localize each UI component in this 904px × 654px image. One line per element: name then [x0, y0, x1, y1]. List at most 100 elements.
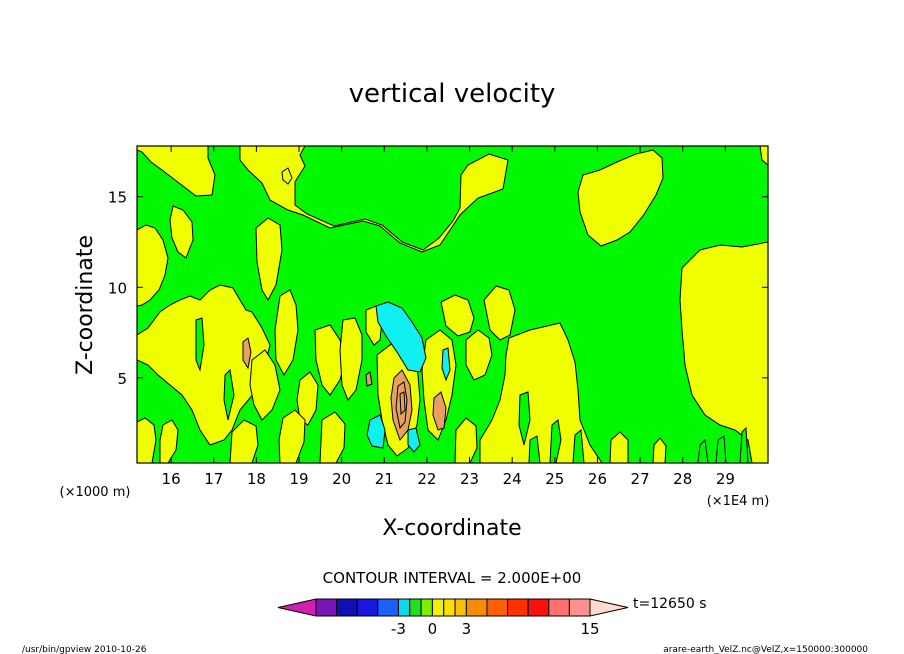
time-label: t=12650 s [633, 596, 707, 612]
colorbar-tick-label: -3 [391, 620, 406, 638]
contour-region [255, 217, 283, 302]
contour-region [339, 317, 363, 401]
colorbar-tick-label: 0 [428, 620, 438, 638]
y-tick-label: 5 [117, 370, 127, 388]
contour-region [375, 301, 427, 373]
contour-region [652, 437, 667, 463]
x-axis-label: X-coordinate [382, 516, 521, 541]
x-tick-label: 29 [716, 470, 735, 488]
colorbar-tick-label: 15 [580, 620, 599, 638]
contour-region [697, 438, 709, 463]
contour-region [454, 417, 478, 463]
colorbar-cell [548, 598, 570, 617]
contour-region [609, 431, 629, 463]
colorbar-tick-label: 3 [462, 620, 472, 638]
contour-region [137, 146, 216, 197]
x-tick-label: 25 [545, 470, 564, 488]
colorbar-cell [409, 598, 422, 617]
negative-inlets [195, 317, 749, 463]
colorbar-cell [397, 598, 411, 617]
y-axis-label: Z-coordinate [73, 235, 98, 375]
colorbar-cell [377, 598, 399, 617]
footer-left: /usr/bin/gpview 2010-10-26 [22, 645, 147, 654]
colorbar-cell [454, 598, 467, 617]
colorbar-cell [420, 598, 433, 617]
x-tick-label: 17 [204, 470, 223, 488]
colorbar-cell [465, 598, 488, 617]
contour-line [399, 391, 406, 416]
contour-region [169, 205, 194, 259]
x-tick-label: 19 [289, 470, 308, 488]
footer-right: arare-earth_VelZ.nc@VelZ,x=150000:300000 [663, 645, 868, 654]
contour-region [281, 167, 293, 185]
colorbar-ticks: -3 0 3 15 [391, 620, 600, 638]
contour-interval-text: CONTOUR INTERVAL = 2.000E+00 [323, 569, 582, 587]
positive-regions [137, 146, 768, 463]
x-tick-label: 18 [247, 470, 266, 488]
contour-region [440, 294, 475, 337]
contour-region [715, 435, 727, 463]
contour-region [366, 414, 386, 449]
contour-region [572, 429, 585, 463]
contour-region [242, 337, 252, 370]
contour-line [395, 381, 408, 430]
contour-region [407, 427, 421, 453]
colorbar-cell [315, 598, 338, 617]
inner-contour-lines [395, 381, 408, 430]
x-axis: 16 17 18 19 20 21 22 23 24 25 26 27 28 29 [162, 146, 735, 488]
x-tick-label: 26 [588, 470, 607, 488]
strong-updraft-regions [242, 337, 447, 442]
contour-region [465, 329, 493, 381]
x-tick-label: 20 [332, 470, 351, 488]
contour-region [229, 419, 259, 463]
colorbar-extend-high [589, 598, 629, 617]
plot-frame [136, 145, 769, 464]
contour-region [577, 149, 664, 247]
x-tick-label: 23 [460, 470, 479, 488]
contour-region [528, 435, 541, 463]
y-tick-label: 10 [108, 279, 127, 297]
contour-region [137, 224, 169, 307]
strong-downdraft-regions [366, 301, 451, 453]
contour-region [195, 317, 205, 372]
x-unit-right: (×1E4 m) [707, 494, 770, 509]
contour-region [441, 347, 451, 382]
x-tick-label: 28 [673, 470, 692, 488]
y-axis: 5 10 15 [108, 189, 768, 388]
contour-region [319, 411, 346, 463]
x-tick-label: 16 [162, 470, 181, 488]
contour-region [549, 419, 562, 463]
colorbar-cell [568, 598, 591, 617]
colorbar-cell [356, 598, 379, 617]
x-tick-label: 22 [417, 470, 436, 488]
contour-region [365, 371, 373, 387]
contour-region [390, 369, 413, 442]
contour-region [759, 146, 768, 166]
chart-title: vertical velocity [349, 79, 556, 109]
colorbar-cell [336, 598, 358, 617]
contour-region [483, 285, 516, 341]
colorbar-cell [527, 598, 550, 617]
colorbar-cell [443, 598, 456, 617]
contour-region [239, 146, 509, 253]
contour-region [137, 417, 157, 463]
contour-region [159, 419, 179, 463]
contour-region [479, 322, 603, 463]
contour-region [432, 391, 447, 431]
x-unit-left: (×1000 m) [60, 485, 131, 500]
y-tick-label: 15 [108, 189, 127, 207]
contour-region [296, 371, 319, 426]
contour-region [249, 349, 281, 421]
colorbar-cell [507, 598, 529, 617]
x-tick-label: 27 [631, 470, 650, 488]
colorbar-extend-low [277, 598, 317, 617]
colorbar [277, 598, 629, 617]
contour-region [518, 391, 531, 446]
contour-region [278, 409, 306, 463]
x-tick-label: 24 [503, 470, 522, 488]
contour-region [223, 368, 235, 421]
plot-area [137, 146, 768, 463]
colorbar-cell [431, 598, 445, 617]
contour-region [739, 426, 749, 463]
